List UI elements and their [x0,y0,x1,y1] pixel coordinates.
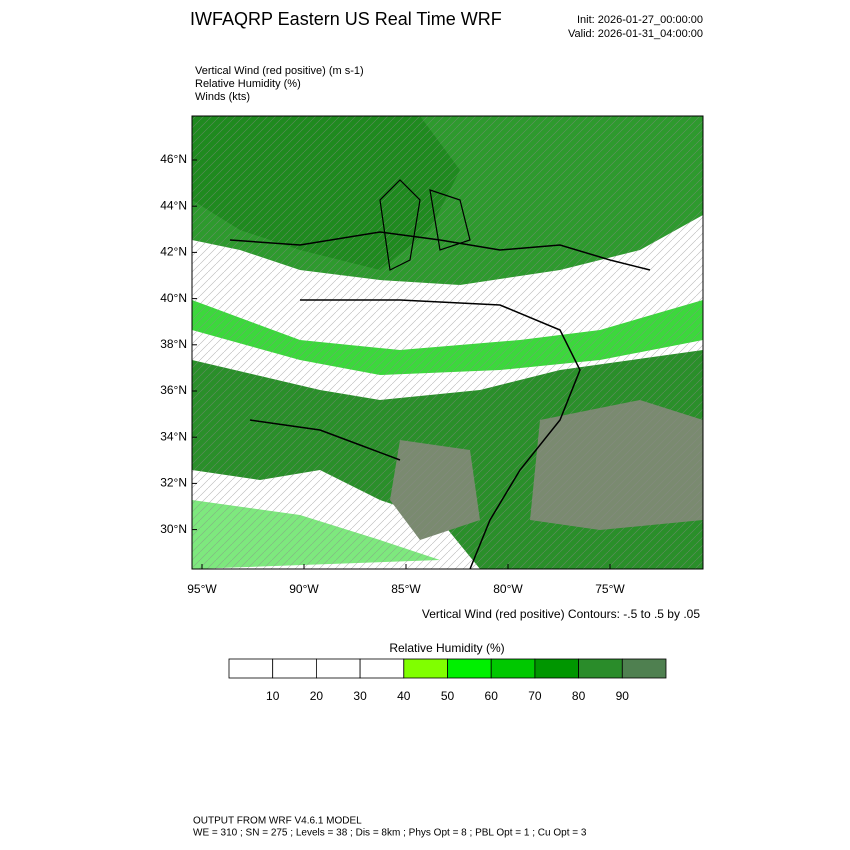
colorbar-label: 60 [485,689,499,703]
colorbar-label: 90 [616,689,630,703]
lon-label: 75°W [595,582,625,596]
colorbar-label: 80 [572,689,586,703]
field-label: Vertical Wind (red positive) (m s-1) [195,65,364,77]
colorbar-label: 30 [353,689,367,703]
footer-line: OUTPUT FROM WRF V4.6.1 MODEL [193,816,362,827]
colorbar-title: Relative Humidity (%) [389,641,504,655]
colorbar-box [359,658,405,679]
footer-line: WE = 310 ; SN = 275 ; Levels = 38 ; Dis … [193,828,587,839]
lon-label: 95°W [187,582,217,596]
lat-label: 42°N [160,245,187,259]
colorbar-box [447,658,492,679]
lat-label: 36°N [160,383,187,397]
map-frame [191,115,704,570]
lat-label: 38°N [160,337,187,351]
colorbar-box [578,658,623,679]
lon-label: 90°W [289,582,319,596]
colorbar-box [315,658,361,679]
colorbar-box [621,658,667,679]
contour-note: Vertical Wind (red positive) Contours: -… [422,607,700,621]
field-label: Winds (kts) [195,91,250,103]
colorbar-label: 10 [266,689,280,703]
lat-label: 30°N [160,522,187,536]
colorbar-box [403,658,448,679]
colorbar-label: 40 [397,689,411,703]
colorbar-box [228,658,274,679]
lat-label: 44°N [160,198,187,212]
lat-label: 46°N [160,152,187,166]
lat-label: 32°N [160,476,187,490]
colorbar: 10 20 30 40 50 60 70 80 90 [228,658,667,703]
title: IWFAQRP Eastern US Real Time WRF [190,9,502,29]
init-time: Init: 2026-01-27_00:00:00 [577,14,703,26]
axis-ticks: 46°N 44°N 42°N 40°N 38°N 36°N 34°N 32°N 30°N 95°W… [160,152,625,596]
map-field [192,116,703,569]
lat-label: 40°N [160,291,187,305]
colorbar-box [272,658,317,679]
colorbar-label: 70 [528,689,542,703]
colorbar-box [490,658,536,679]
valid-time: Valid: 2026-01-31_04:00:00 [568,28,703,40]
lat-label: 34°N [160,429,187,443]
lon-label: 85°W [391,582,421,596]
colorbar-label: 50 [441,689,455,703]
colorbar-box [534,658,580,679]
colorbar-label: 20 [310,689,324,703]
lon-label: 80°W [493,582,523,596]
field-label: Relative Humidity (%) [195,78,301,90]
